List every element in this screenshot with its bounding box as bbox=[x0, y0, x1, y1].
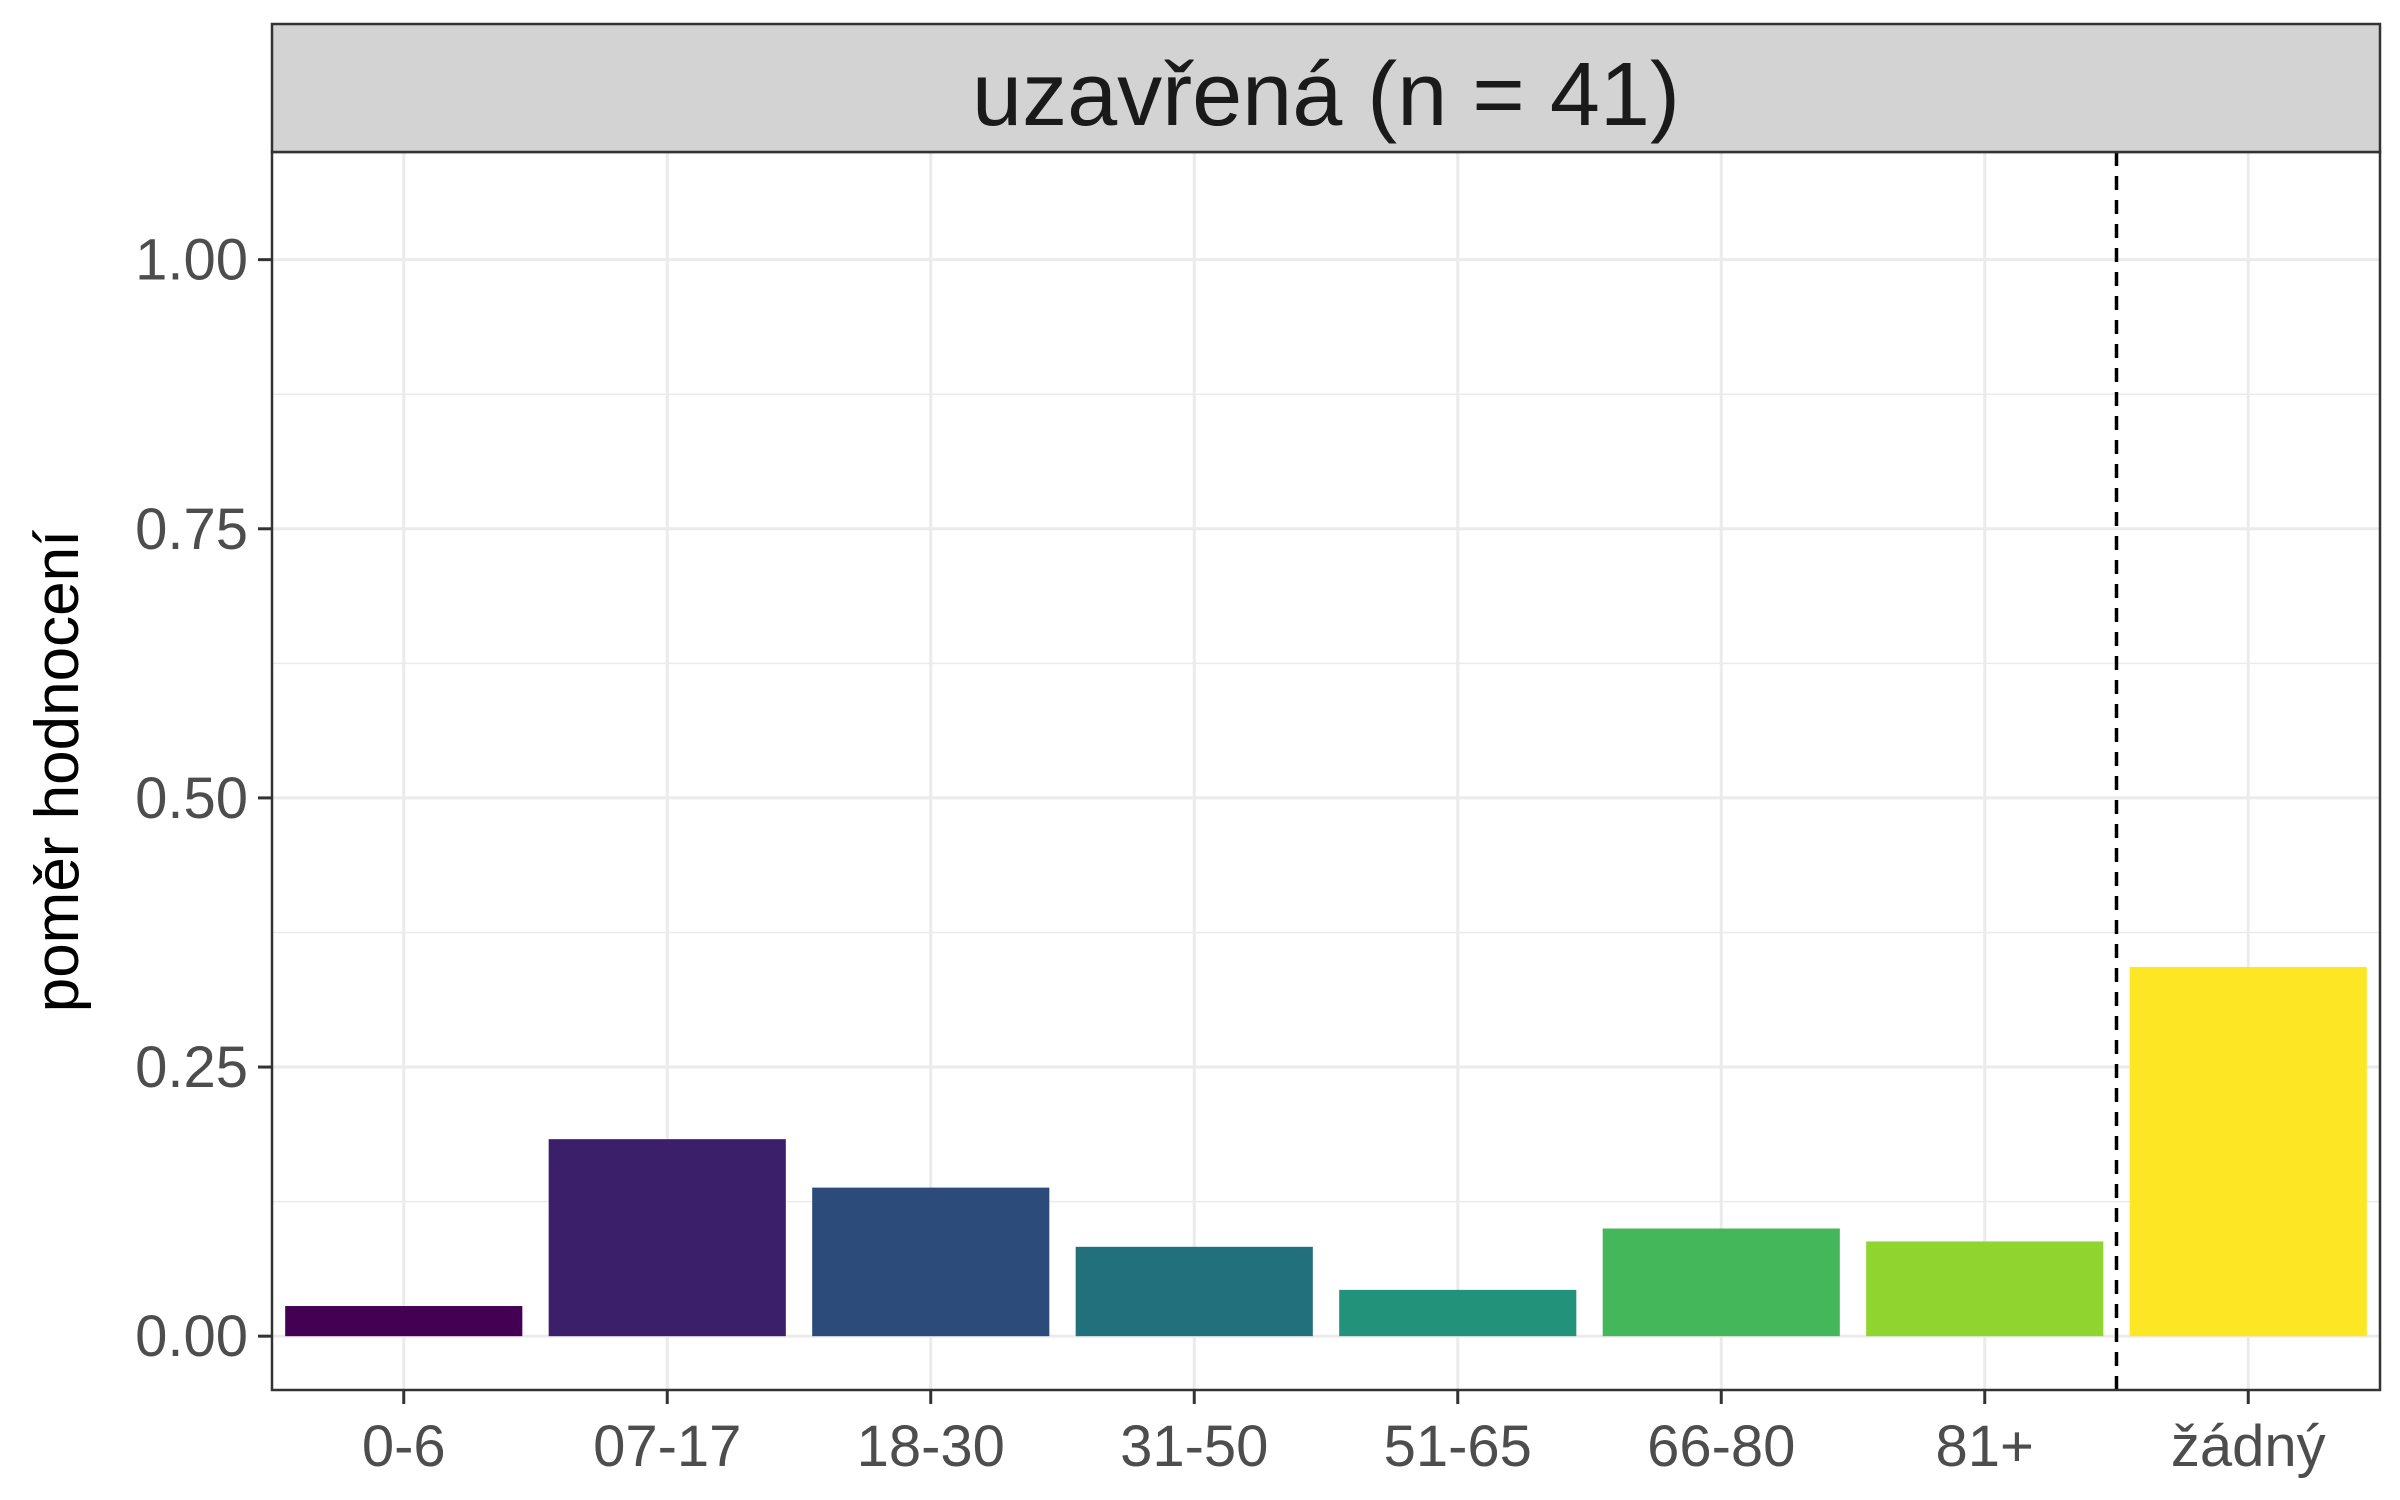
bar-07-17 bbox=[548, 1139, 786, 1337]
bar-51-65 bbox=[1339, 1289, 1577, 1337]
y-tick-label: 1.00 bbox=[135, 228, 248, 293]
bar-66-80 bbox=[1602, 1228, 1840, 1337]
y-tick-label: 0.25 bbox=[135, 1035, 248, 1100]
y-tick-label: 0.00 bbox=[135, 1304, 248, 1369]
x-tick-label: 07-17 bbox=[593, 1414, 741, 1479]
bar-18-30 bbox=[812, 1187, 1050, 1337]
gridlines bbox=[272, 152, 2380, 1390]
bar-31-50 bbox=[1075, 1246, 1313, 1337]
bar-žádný bbox=[2129, 966, 2367, 1337]
x-axis: 0-6 07-17 18-30 31-50 51-65 66-80 81+ žádný bbox=[362, 1390, 2326, 1479]
y-axis-title: poměr hodnocení bbox=[23, 530, 92, 1013]
y-tick-label: 0.75 bbox=[135, 497, 248, 562]
x-tick-label: žádný bbox=[2171, 1414, 2326, 1479]
x-tick-label: 31-50 bbox=[1120, 1414, 1268, 1479]
x-tick-label: 66-80 bbox=[1647, 1414, 1795, 1479]
x-tick-label: 81+ bbox=[1936, 1414, 2034, 1479]
x-tick-label: 51-65 bbox=[1384, 1414, 1532, 1479]
bar-0-6 bbox=[285, 1306, 523, 1337]
x-tick-label: 18-30 bbox=[857, 1414, 1005, 1479]
panel-title: uzavřená (n = 41) bbox=[972, 45, 1680, 145]
y-axis: 0.00 0.25 0.50 0.75 1.00 bbox=[135, 228, 272, 1369]
bar-81+ bbox=[1866, 1241, 2104, 1337]
x-tick-label: 0-6 bbox=[362, 1414, 446, 1479]
y-tick-label: 0.50 bbox=[135, 766, 248, 831]
strip-background bbox=[270, 22, 2382, 154]
bars bbox=[285, 966, 2367, 1337]
